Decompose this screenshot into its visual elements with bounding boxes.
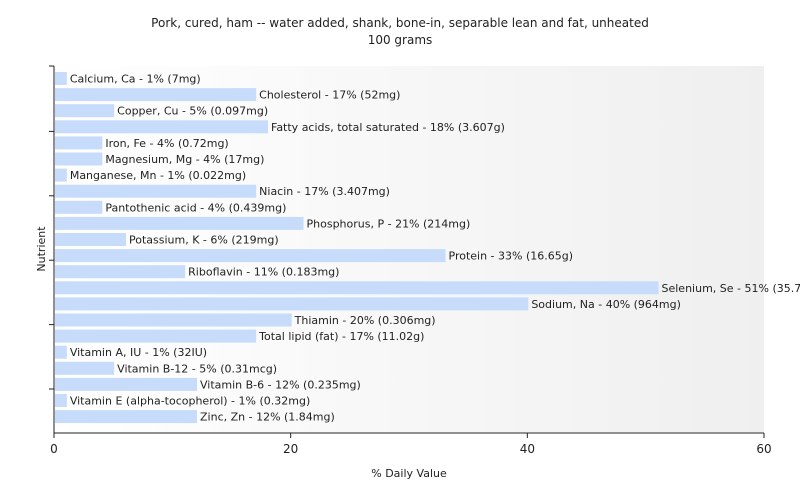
bar-label: Fatty acids, total saturated - 18% (3.60… xyxy=(271,121,505,134)
bar xyxy=(55,120,268,134)
bars-layer: Calcium, Ca - 1% (7mg) Cholesterol - 17% … xyxy=(55,72,800,424)
bar-label: Total lipid (fat) - 17% (11.02g) xyxy=(258,330,424,343)
bar-label: Selenium, Se - 51% (35.7mcg) xyxy=(662,282,800,295)
bar-label: Pantothenic acid - 4% (0.439mg) xyxy=(105,201,286,214)
bar-label: Iron, Fe - 4% (0.72mg) xyxy=(105,137,228,150)
bar xyxy=(55,410,197,424)
bar xyxy=(55,184,257,198)
x-axis-title: % Daily Value xyxy=(371,467,447,480)
bar-label: Copper, Cu - 5% (0.097mg) xyxy=(117,105,268,118)
bar-label: Sodium, Na - 40% (964mg) xyxy=(531,298,681,311)
bar-label: Vitamin A, IU - 1% (32IU) xyxy=(70,346,207,359)
x-tick-label: 0 xyxy=(50,442,58,456)
chart-title: Pork, cured, ham -- water added, shank, … xyxy=(151,16,649,30)
bar xyxy=(55,233,126,246)
bar xyxy=(55,104,115,118)
bar xyxy=(55,281,659,295)
bar-label: Phosphorus, P - 21% (214mg) xyxy=(307,217,471,230)
x-tick-label: 60 xyxy=(756,442,771,456)
bar-label: Vitamin E (alpha-tocopherol) - 1% (0.32m… xyxy=(70,395,310,408)
bar-label: Manganese, Mn - 1% (0.022mg) xyxy=(70,169,246,182)
bar xyxy=(55,265,186,279)
bar xyxy=(55,377,197,391)
bar xyxy=(55,136,103,150)
y-axis-title: Nutrient xyxy=(35,226,48,272)
bar xyxy=(55,297,529,311)
x-tick-label: 20 xyxy=(283,442,298,456)
bar-label: Zinc, Zn - 12% (1.84mg) xyxy=(200,411,335,424)
bar xyxy=(55,88,257,102)
bar-label: Thiamin - 20% (0.306mg) xyxy=(294,314,436,327)
bar-label: Calcium, Ca - 1% (7mg) xyxy=(70,73,201,86)
bar xyxy=(55,168,67,182)
bar-label: Cholesterol - 17% (52mg) xyxy=(259,89,400,102)
bar-label: Protein - 33% (16.65g) xyxy=(449,250,574,263)
chart-subtitle: 100 grams xyxy=(368,33,433,47)
bar xyxy=(55,72,67,85)
bar xyxy=(55,361,115,375)
bar xyxy=(55,313,292,327)
bar xyxy=(55,216,304,230)
bar-label: Vitamin B-12 - 5% (0.31mcg) xyxy=(117,362,277,375)
bar-label: Vitamin B-6 - 12% (0.235mg) xyxy=(200,378,361,391)
axes-layer: 0 20 40 60 xyxy=(49,65,772,456)
bar xyxy=(55,329,257,343)
x-tick-label: 40 xyxy=(520,442,535,456)
bar-label: Niacin - 17% (3.407mg) xyxy=(259,185,390,198)
bar xyxy=(55,394,67,407)
bar xyxy=(55,200,103,214)
bar xyxy=(55,249,446,263)
bar-label: Riboflavin - 11% (0.183mg) xyxy=(188,266,339,279)
bar xyxy=(55,345,67,359)
bar-label: Magnesium, Mg - 4% (17mg) xyxy=(105,153,264,166)
bar-label: Potassium, K - 6% (219mg) xyxy=(129,234,279,247)
bar xyxy=(55,152,103,166)
